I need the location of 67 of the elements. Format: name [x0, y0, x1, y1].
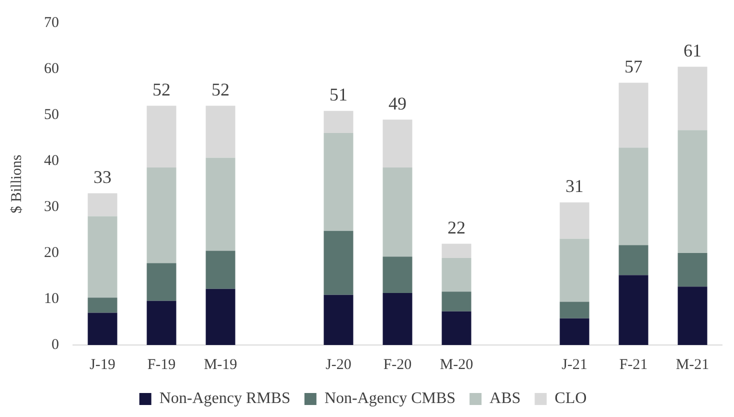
- total-label: 33: [94, 166, 112, 187]
- y-tick-label: 20: [44, 244, 59, 261]
- bar: [678, 253, 708, 287]
- bar: [324, 110, 354, 133]
- total-label: 52: [212, 80, 230, 100]
- bar: [442, 311, 472, 345]
- bar: [442, 244, 472, 258]
- bar: [382, 120, 412, 168]
- bar: [560, 302, 590, 318]
- bar: [560, 202, 590, 239]
- y-axis-title: $ Billions: [8, 154, 25, 214]
- bar: [618, 245, 648, 276]
- y-tick-label: 50: [44, 106, 59, 123]
- bar: [618, 275, 648, 345]
- bar: [88, 298, 118, 313]
- bar: [324, 230, 354, 295]
- legend-label: Non-Agency RMBS: [159, 390, 290, 408]
- bar: [678, 286, 708, 345]
- bar: [206, 106, 236, 158]
- x-tick-label: M-19: [204, 356, 238, 373]
- x-tick-label: J-19: [90, 356, 116, 373]
- x-tick-label: M-21: [676, 356, 710, 373]
- total-label: 52: [152, 80, 170, 100]
- x-tick-label: J-21: [562, 356, 588, 373]
- bar: [618, 148, 648, 246]
- bar: [442, 258, 472, 292]
- bar: [382, 167, 412, 257]
- bar: [206, 288, 236, 345]
- bar: [324, 132, 354, 231]
- bar: [88, 312, 118, 345]
- y-tick-label: 60: [44, 60, 59, 77]
- bar: [146, 300, 176, 345]
- bar: [618, 82, 648, 148]
- y-tick-label: 10: [44, 290, 59, 307]
- y-tick-label: 70: [44, 14, 59, 31]
- legend-label: ABS: [490, 390, 521, 408]
- bar: [560, 318, 590, 345]
- y-tick-label: 0: [52, 336, 59, 353]
- x-tick-label: F-19: [147, 356, 176, 373]
- x-tick-label: M-20: [440, 356, 474, 373]
- bar: [146, 167, 176, 264]
- y-tick-label: 40: [44, 152, 59, 169]
- total-label: 49: [388, 93, 406, 114]
- bar: [88, 193, 118, 216]
- bar: [382, 256, 412, 294]
- bar: [678, 130, 708, 253]
- x-tick-label: F-20: [383, 356, 412, 373]
- bar: [146, 263, 176, 301]
- bar: [324, 294, 354, 345]
- total-label: 61: [684, 40, 702, 60]
- bar: [382, 293, 412, 345]
- bar: [206, 158, 236, 251]
- total-label: 57: [624, 56, 642, 77]
- bar: [146, 106, 176, 168]
- bar: [678, 66, 708, 130]
- x-tick-label: J-20: [326, 356, 352, 373]
- legend-label: Non-Agency CMBS: [324, 390, 456, 408]
- bar: [206, 250, 236, 289]
- bar: [442, 292, 472, 312]
- y-tick-label: 30: [44, 198, 59, 215]
- total-label: 51: [330, 84, 348, 105]
- total-label: 22: [448, 218, 466, 238]
- legend-label: CLO: [554, 390, 587, 408]
- total-label: 31: [566, 176, 584, 196]
- x-tick-label: F-21: [619, 356, 648, 373]
- bar: [88, 216, 118, 298]
- bar: [560, 238, 590, 302]
